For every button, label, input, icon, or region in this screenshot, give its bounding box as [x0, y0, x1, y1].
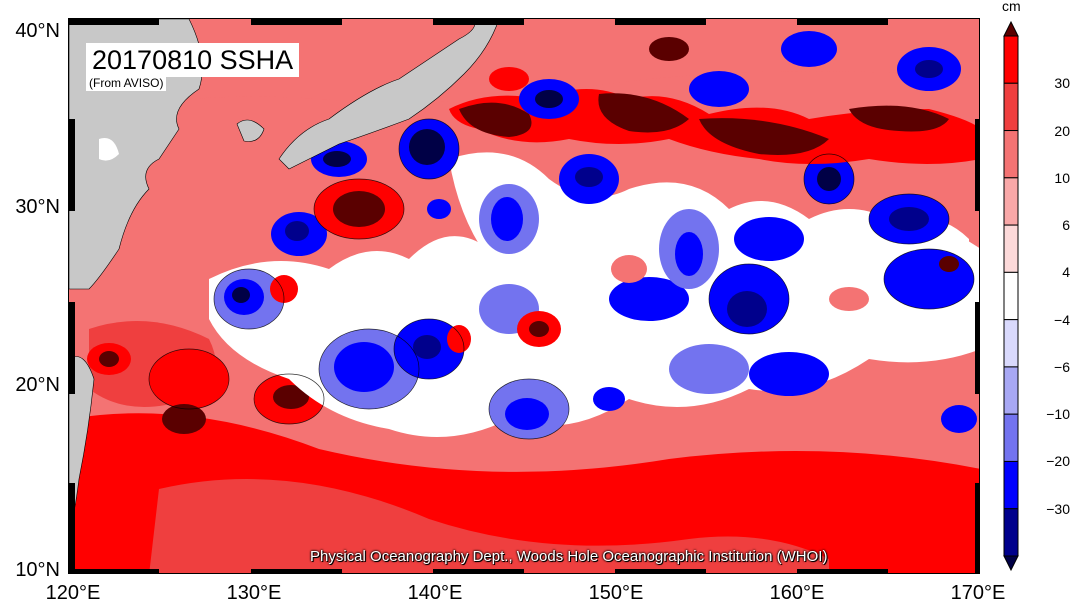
ssha-map[interactable]	[68, 18, 980, 574]
lon-label-120: 120°E	[45, 582, 101, 604]
map-title: 20170810 SSHA	[86, 43, 300, 77]
map-border-ticks	[69, 19, 979, 573]
colorbar-unit: cm	[1002, 0, 1021, 14]
map-subtitle: (From AVISO)	[86, 76, 167, 91]
colorbar-tick-label: −4	[1054, 311, 1070, 328]
colorbar-segment	[1003, 460, 1019, 510]
colorbar-segment	[1003, 413, 1019, 462]
colorbar-segment	[1003, 319, 1019, 368]
lon-label-170: 170°E	[950, 582, 1006, 604]
colorbar-segment	[1003, 177, 1019, 226]
colorbar-tick-label: 10	[1054, 169, 1070, 186]
colorbar-tick-label: −20	[1046, 453, 1070, 470]
colorbar-tick-label: 20	[1054, 122, 1070, 139]
lat-label-40: 40°N	[15, 20, 60, 42]
colorbar-top-arrow	[1003, 20, 1019, 37]
colorbar-segment	[1003, 130, 1019, 179]
colorbar-segment	[1003, 82, 1019, 132]
credit-text: Physical Oceanography Dept., Woods Hole …	[310, 548, 828, 565]
lat-label-10: 10°N	[15, 559, 60, 581]
colorbar-segment	[1003, 224, 1019, 273]
colorbar-bottom-arrow	[1003, 555, 1019, 572]
colorbar-tick-label: 4	[1062, 264, 1070, 281]
lon-label-150: 150°E	[588, 582, 644, 604]
lat-label-30: 30°N	[15, 196, 60, 218]
colorbar-tick-label: 6	[1062, 217, 1070, 234]
ssha-field	[69, 19, 979, 573]
colorbar-segment	[1003, 35, 1019, 84]
lon-label-140: 140°E	[407, 582, 463, 604]
colorbar-segment	[1003, 271, 1019, 321]
colorbar-tick-label: −10	[1046, 406, 1070, 423]
lon-label-160: 160°E	[769, 582, 825, 604]
lat-label-20: 20°N	[15, 374, 60, 396]
colorbar-segment	[1003, 508, 1019, 557]
colorbar-tick-label: 30	[1054, 75, 1070, 92]
colorbar-tick-label: −30	[1046, 500, 1070, 517]
colorbar-tick-label: −6	[1054, 358, 1070, 375]
lon-label-130: 130°E	[226, 582, 282, 604]
colorbar-segment	[1003, 366, 1019, 415]
